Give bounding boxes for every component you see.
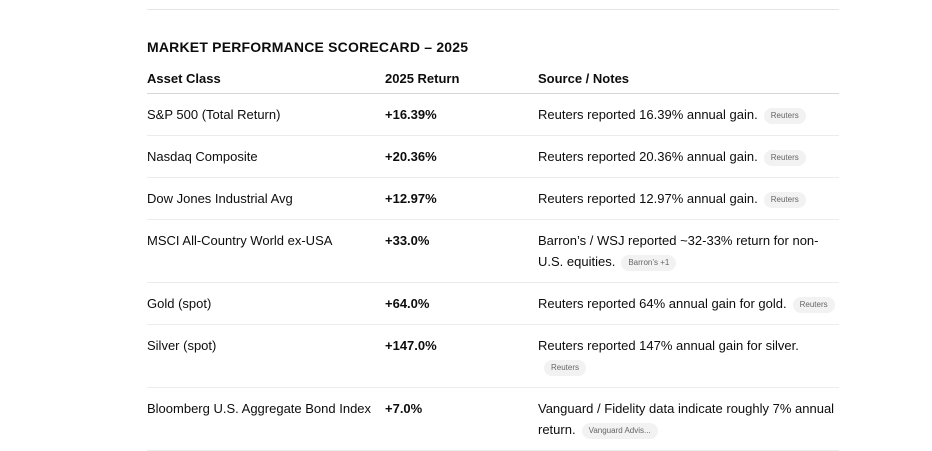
note-text: Reuters reported 12.97% annual gain. (538, 191, 758, 206)
asset-class-cell: Gold (spot) (147, 282, 385, 325)
table-title: MARKET PERFORMANCE SCORECARD – 2025 (147, 39, 469, 55)
source-chip[interactable]: Reuters (792, 297, 835, 313)
header-asset-class: Asset Class (147, 64, 385, 94)
header-source-notes: Source / Notes (538, 64, 839, 94)
table-row: Nasdaq Composite +20.36% Reuters reporte… (147, 135, 839, 178)
source-chip[interactable]: Reuters (763, 108, 806, 124)
return-cell: +64.0% (385, 282, 538, 325)
scorecard-table: Asset Class 2025 Return Source / Notes S… (147, 64, 839, 451)
notes-cell: Barron’s / WSJ reported ~32-33% return f… (538, 219, 839, 283)
return-cell: +12.97% (385, 177, 538, 220)
table-row: Gold (spot) +64.0% Reuters reported 64% … (147, 282, 839, 325)
divider (147, 9, 839, 10)
return-cell: +33.0% (385, 219, 538, 283)
source-chip[interactable]: Reuters (544, 360, 587, 376)
return-cell: +147.0% (385, 324, 538, 388)
header-return: 2025 Return (385, 64, 538, 94)
note-text: Reuters reported 20.36% annual gain. (538, 149, 758, 164)
table-row: Silver (spot) +147.0% Reuters reported 1… (147, 324, 839, 388)
source-chip[interactable]: Reuters (763, 192, 806, 208)
notes-cell: Reuters reported 147% annual gain for si… (538, 324, 839, 388)
asset-class-cell: Nasdaq Composite (147, 135, 385, 178)
source-chip[interactable]: Reuters (763, 150, 806, 166)
asset-class-cell: S&P 500 (Total Return) (147, 93, 385, 136)
source-chip[interactable]: Barron’s +1 (621, 255, 677, 271)
asset-class-cell: Dow Jones Industrial Avg (147, 177, 385, 220)
note-text: Barron’s / WSJ reported ~32-33% return f… (538, 233, 819, 269)
note-text: Reuters reported 16.39% annual gain. (538, 107, 758, 122)
return-cell: +20.36% (385, 135, 538, 178)
asset-class-cell: MSCI All-Country World ex-USA (147, 219, 385, 283)
notes-cell: Reuters reported 16.39% annual gain. Reut… (538, 93, 839, 136)
note-text: Reuters reported 147% annual gain for si… (538, 338, 799, 353)
asset-class-cell: Bloomberg U.S. Aggregate Bond Index (147, 387, 385, 451)
table-row: S&P 500 (Total Return) +16.39% Reuters r… (147, 93, 839, 136)
table-row: Bloomberg U.S. Aggregate Bond Index +7.0… (147, 387, 839, 451)
notes-cell: Vanguard / Fidelity data indicate roughl… (538, 387, 839, 451)
notes-cell: Reuters reported 64% annual gain for gol… (538, 282, 839, 325)
return-cell: +16.39% (385, 93, 538, 136)
source-chip[interactable]: Vanguard Advis... (581, 423, 658, 439)
return-cell: +7.0% (385, 387, 538, 451)
table-row: Dow Jones Industrial Avg +12.97% Reuters… (147, 177, 839, 220)
notes-cell: Reuters reported 20.36% annual gain. Reut… (538, 135, 839, 178)
asset-class-cell: Silver (spot) (147, 324, 385, 388)
header-row: Asset Class 2025 Return Source / Notes (147, 64, 839, 94)
note-text: Reuters reported 64% annual gain for gol… (538, 296, 787, 311)
table-row: MSCI All-Country World ex-USA +33.0% Bar… (147, 219, 839, 283)
notes-cell: Reuters reported 12.97% annual gain. Reut… (538, 177, 839, 220)
